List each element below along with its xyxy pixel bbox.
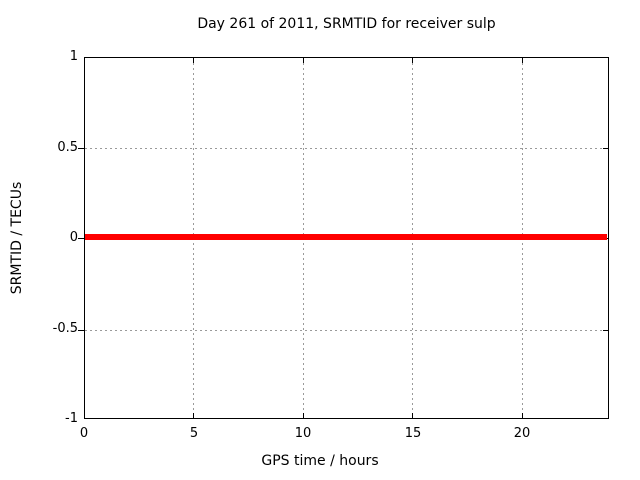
xtick-label-0: 0: [79, 426, 89, 441]
tick-left--0.5: [78, 330, 85, 331]
xtick-label-15: 15: [404, 426, 422, 441]
series-srmtid-line: [85, 234, 607, 240]
tick-bottom-10: [303, 413, 304, 418]
ytick-label--1: -1: [65, 411, 78, 426]
ytick-label--0.5: -0.5: [52, 321, 78, 336]
ytick-label-0: 0: [69, 230, 78, 245]
tick-bottom-5: [193, 413, 194, 418]
tick-top-15: [412, 58, 413, 63]
plot-area: [78, 57, 609, 419]
xtick-label-5: 5: [189, 426, 199, 441]
chart-title: Day 261 of 2011, SRMTID for receiver sul…: [197, 16, 496, 32]
x-axis-label: GPS time / hours: [261, 453, 379, 469]
tick-bottom-20: [522, 413, 523, 418]
tick-top-10: [303, 58, 304, 63]
xtick-label-20: 20: [513, 426, 531, 441]
tick-top-20: [522, 58, 523, 63]
gridline-horizontal--0.5: [85, 330, 608, 331]
tick-bottom-15: [412, 413, 413, 418]
tick-left-0: [78, 238, 85, 239]
xtick-label-10: 10: [294, 426, 312, 441]
tick-right--0.5: [603, 330, 608, 331]
tick-top-5: [193, 58, 194, 63]
gridline-horizontal-0.5: [85, 148, 608, 149]
tick-right-0.5: [603, 148, 608, 149]
ytick-label-1: 1: [69, 49, 78, 64]
tick-left-0.5: [78, 148, 85, 149]
ytick-label-0.5: 0.5: [57, 140, 78, 155]
